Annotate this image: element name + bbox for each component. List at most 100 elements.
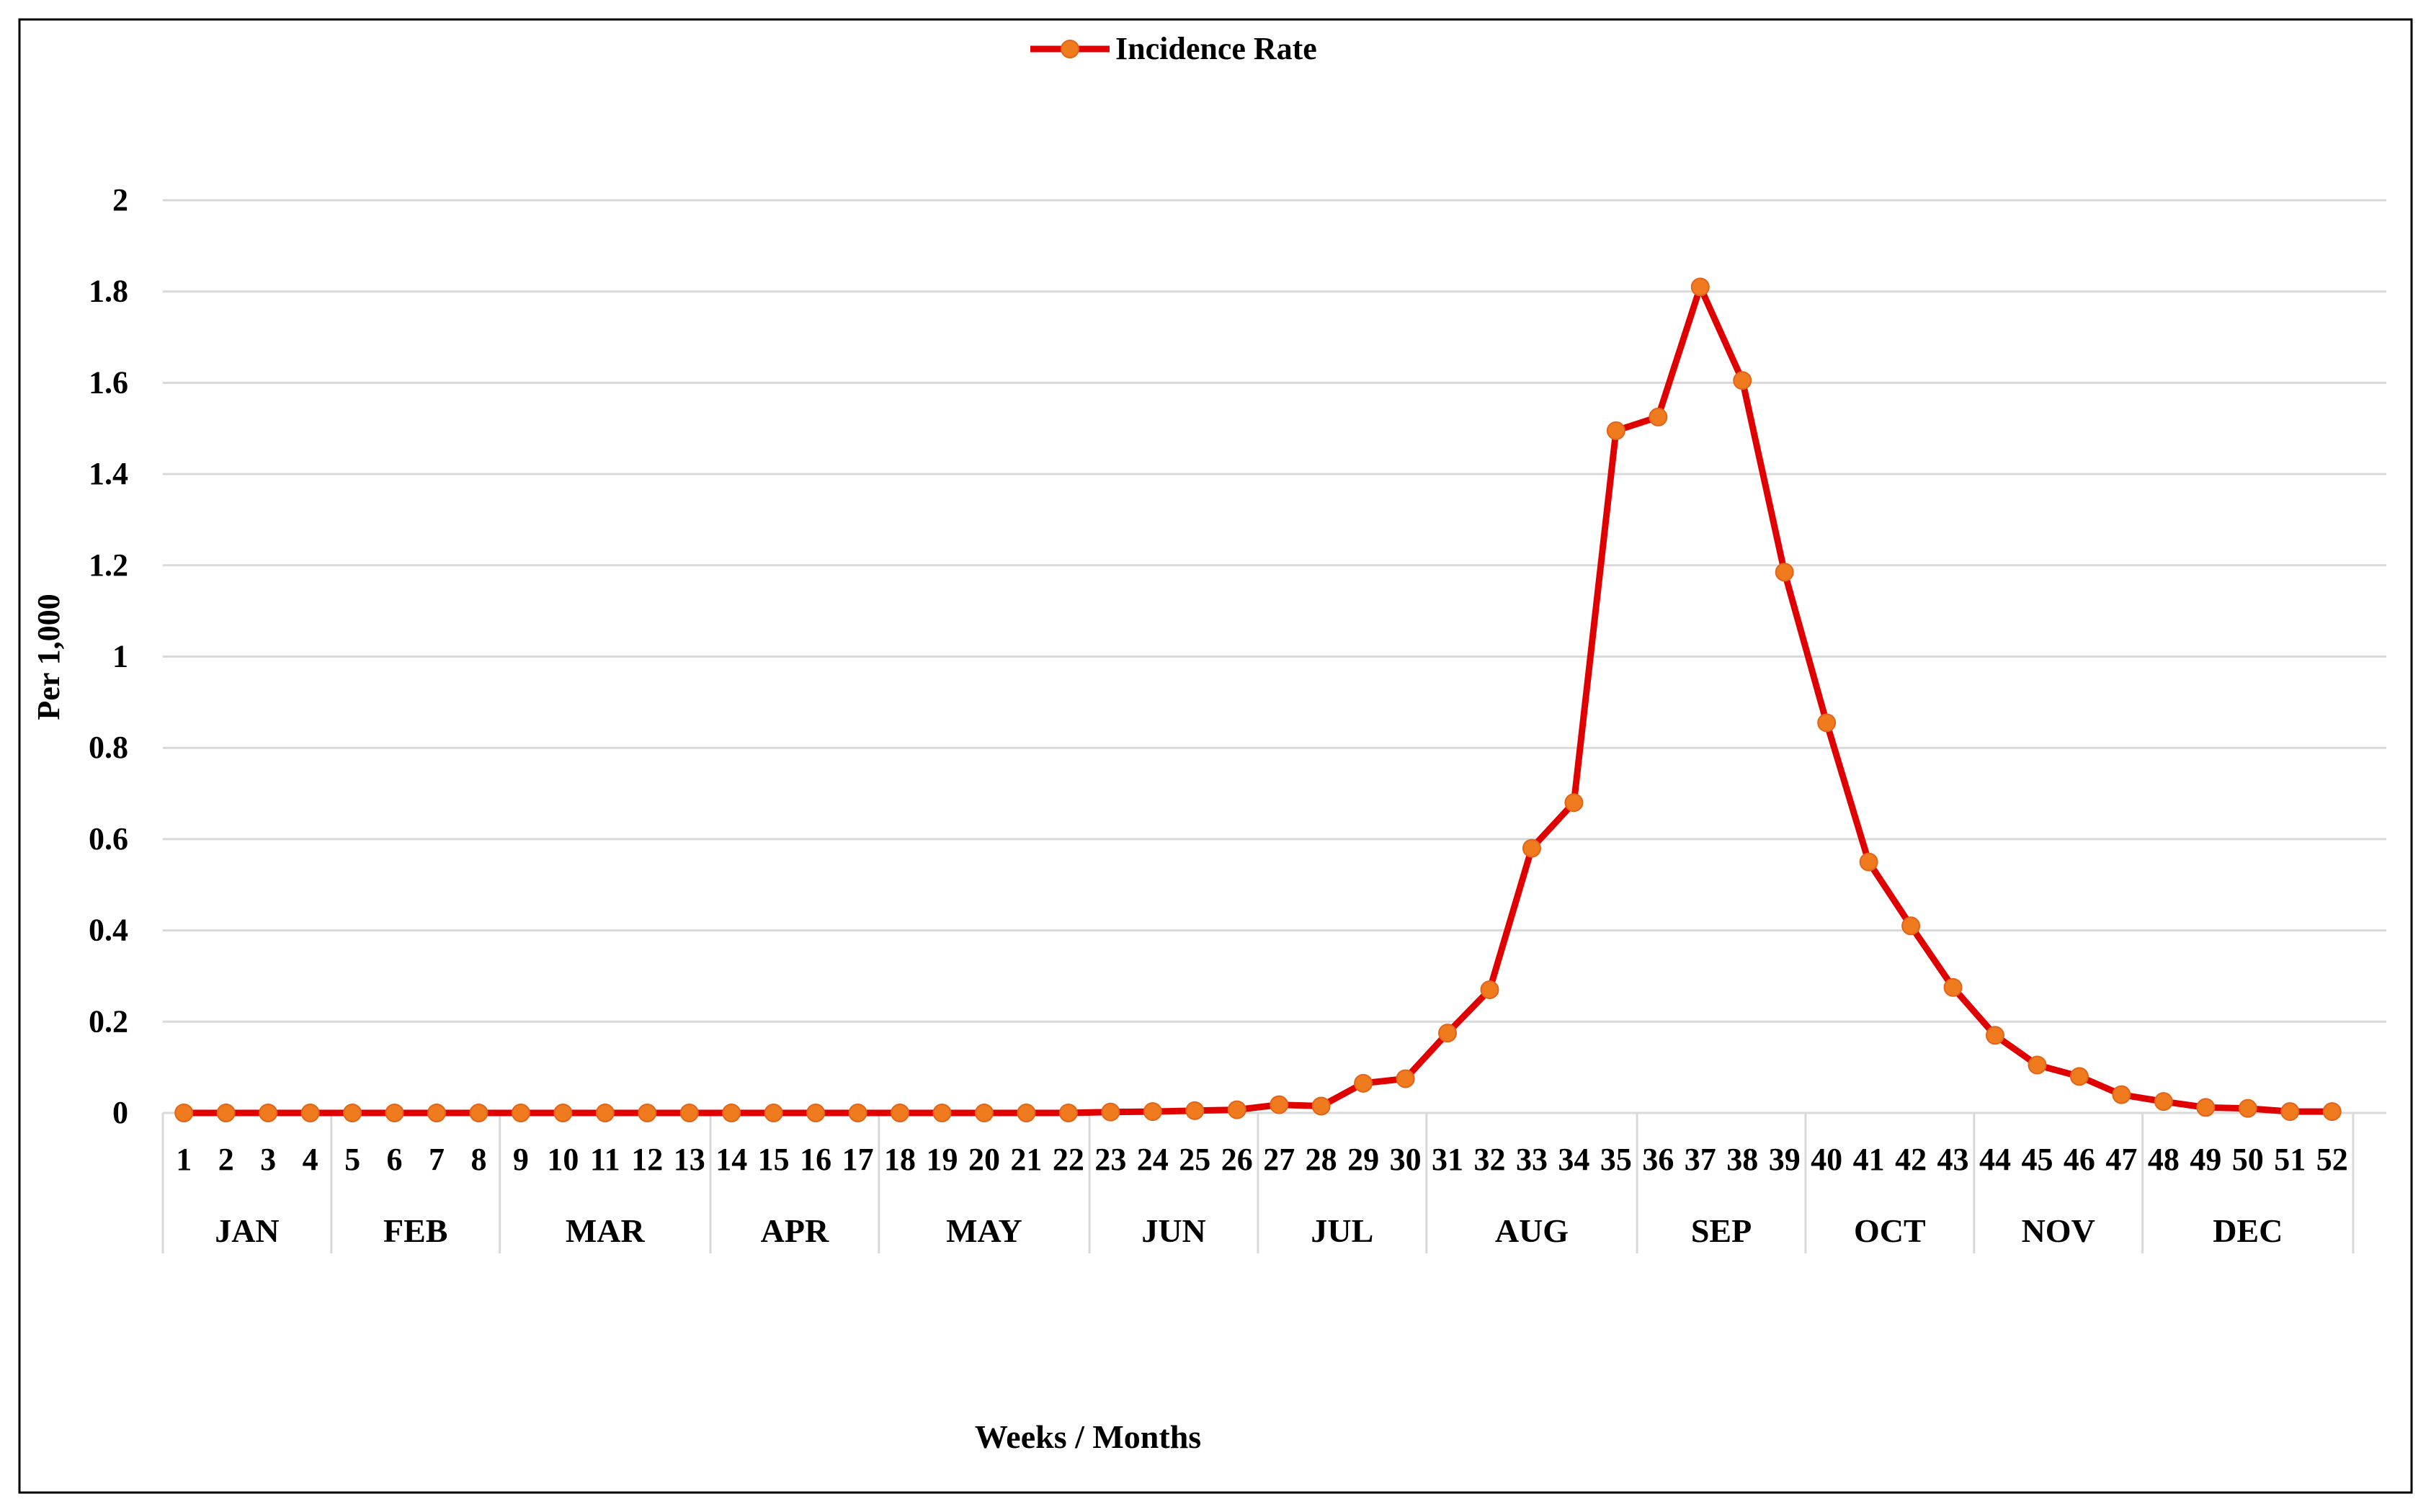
data-point <box>1396 1069 1415 1088</box>
week-tick-label: 39 <box>1769 1142 1801 1177</box>
month-label: NOV <box>2022 1212 2095 1249</box>
data-point <box>1775 563 1794 582</box>
week-tick-label: 46 <box>2064 1142 2095 1177</box>
legend: Incidence Rate <box>1030 31 1317 66</box>
data-point <box>2028 1055 2047 1075</box>
week-tick-label: 9 <box>513 1142 529 1177</box>
week-tick-label: 51 <box>2274 1142 2306 1177</box>
data-point <box>511 1104 530 1122</box>
data-point <box>891 1104 910 1122</box>
week-tick-label: 45 <box>2021 1142 2053 1177</box>
chart-border <box>18 18 2413 1494</box>
week-tick-label: 29 <box>1347 1142 1379 1177</box>
month-label: APR <box>761 1212 829 1249</box>
week-tick-label: 32 <box>1473 1142 1505 1177</box>
y-axis-label: Per 1,000 <box>31 594 66 720</box>
month-label: MAR <box>566 1212 646 1249</box>
data-point <box>1480 980 1499 999</box>
data-point <box>343 1104 362 1122</box>
week-tick-label: 40 <box>1811 1142 1842 1177</box>
week-tick-label: 37 <box>1685 1142 1716 1177</box>
y-tick-label: 1.6 <box>89 364 128 400</box>
month-label: JAN <box>215 1212 279 1249</box>
week-tick-label: 23 <box>1094 1142 1126 1177</box>
week-tick-label: 24 <box>1137 1142 1169 1177</box>
week-tick-label: 10 <box>547 1142 579 1177</box>
data-point <box>259 1104 278 1122</box>
y-tick-label: 2 <box>112 182 128 218</box>
data-point <box>1017 1104 1036 1122</box>
data-point <box>174 1104 194 1122</box>
week-tick-label: 52 <box>2316 1142 2348 1177</box>
y-axis-tick-labels: 0 0.2 0.4 0.6 0.8 1 1.2 1.4 1.6 1.8 2 <box>89 182 128 1130</box>
month-label: MAY <box>946 1212 1022 1249</box>
week-tick-label: 17 <box>842 1142 874 1177</box>
week-tick-label: 31 <box>1432 1142 1463 1177</box>
data-point <box>1270 1095 1289 1114</box>
data-point <box>2154 1092 2173 1111</box>
week-tick-label: 14 <box>715 1142 747 1177</box>
data-point <box>848 1104 867 1122</box>
y-tick-label: 0.8 <box>89 730 128 765</box>
data-point <box>764 1104 783 1122</box>
week-tick-label: 48 <box>2148 1142 2180 1177</box>
legend-marker-swatch <box>1061 40 1079 58</box>
x-axis: 1 2 3 4 5 6 7 8 9 10 11 12 13 14 15 16 17 18 19 20 21 22 23 24 2… <box>161 1111 2386 1253</box>
week-tick-label: 42 <box>1895 1142 1927 1177</box>
week-tick-label: 28 <box>1306 1142 1337 1177</box>
y-tick-label: 0.2 <box>89 1003 128 1039</box>
week-tick-label: 12 <box>631 1142 663 1177</box>
data-point <box>1185 1101 1205 1120</box>
week-tick-label: 8 <box>470 1142 486 1177</box>
data-point <box>427 1104 446 1122</box>
week-tick-label: 41 <box>1853 1142 1885 1177</box>
data-point <box>1733 371 1752 390</box>
data-point <box>385 1104 404 1122</box>
data-point <box>1058 1104 1078 1122</box>
legend-label: Incidence Rate <box>1115 31 1317 66</box>
week-tick-label: 18 <box>884 1142 916 1177</box>
week-tick-label: 34 <box>1558 1142 1589 1177</box>
data-point <box>1943 978 1963 997</box>
y-tick-label: 1.8 <box>89 274 128 309</box>
week-tick-label: 7 <box>429 1142 445 1177</box>
week-tick-label: 4 <box>303 1142 318 1177</box>
week-tick-label: 21 <box>1010 1142 1042 1177</box>
month-label: DEC <box>2213 1212 2283 1249</box>
data-point <box>2322 1102 2342 1122</box>
y-tick-label: 1 <box>112 639 128 674</box>
week-tick-label: 27 <box>1263 1142 1295 1177</box>
data-point <box>1522 838 1541 858</box>
data-point <box>1986 1026 2005 1045</box>
week-tick-label: 19 <box>927 1142 958 1177</box>
week-tick-label: 49 <box>2190 1142 2221 1177</box>
week-tick-label: 25 <box>1179 1142 1210 1177</box>
month-label: SEP <box>1691 1212 1752 1249</box>
y-tick-label: 1.4 <box>89 456 128 491</box>
data-point <box>2196 1098 2216 1117</box>
y-tick-label: 1.2 <box>89 547 128 583</box>
data-point <box>595 1104 615 1122</box>
data-point <box>216 1104 236 1122</box>
week-tick-label: 11 <box>590 1142 620 1177</box>
data-point <box>469 1104 489 1122</box>
data-point <box>974 1104 994 1122</box>
week-tick-label: 6 <box>387 1142 403 1177</box>
data-point <box>2280 1102 2300 1122</box>
y-tick-label: 0.6 <box>89 821 128 856</box>
week-tick-label: 30 <box>1390 1142 1422 1177</box>
week-tick-label: 16 <box>800 1142 831 1177</box>
data-point <box>2069 1067 2089 1086</box>
month-label: JUL <box>1311 1212 1373 1249</box>
data-point <box>1859 852 1878 872</box>
data-point <box>679 1104 699 1122</box>
data-point <box>638 1104 657 1122</box>
week-tick-label: 2 <box>218 1142 234 1177</box>
week-tick-label: 36 <box>1642 1142 1674 1177</box>
data-point <box>932 1104 952 1122</box>
data-point <box>1649 407 1668 426</box>
week-tick-label: 3 <box>260 1142 276 1177</box>
data-point <box>553 1104 573 1122</box>
week-tick-label: 43 <box>1937 1142 1969 1177</box>
